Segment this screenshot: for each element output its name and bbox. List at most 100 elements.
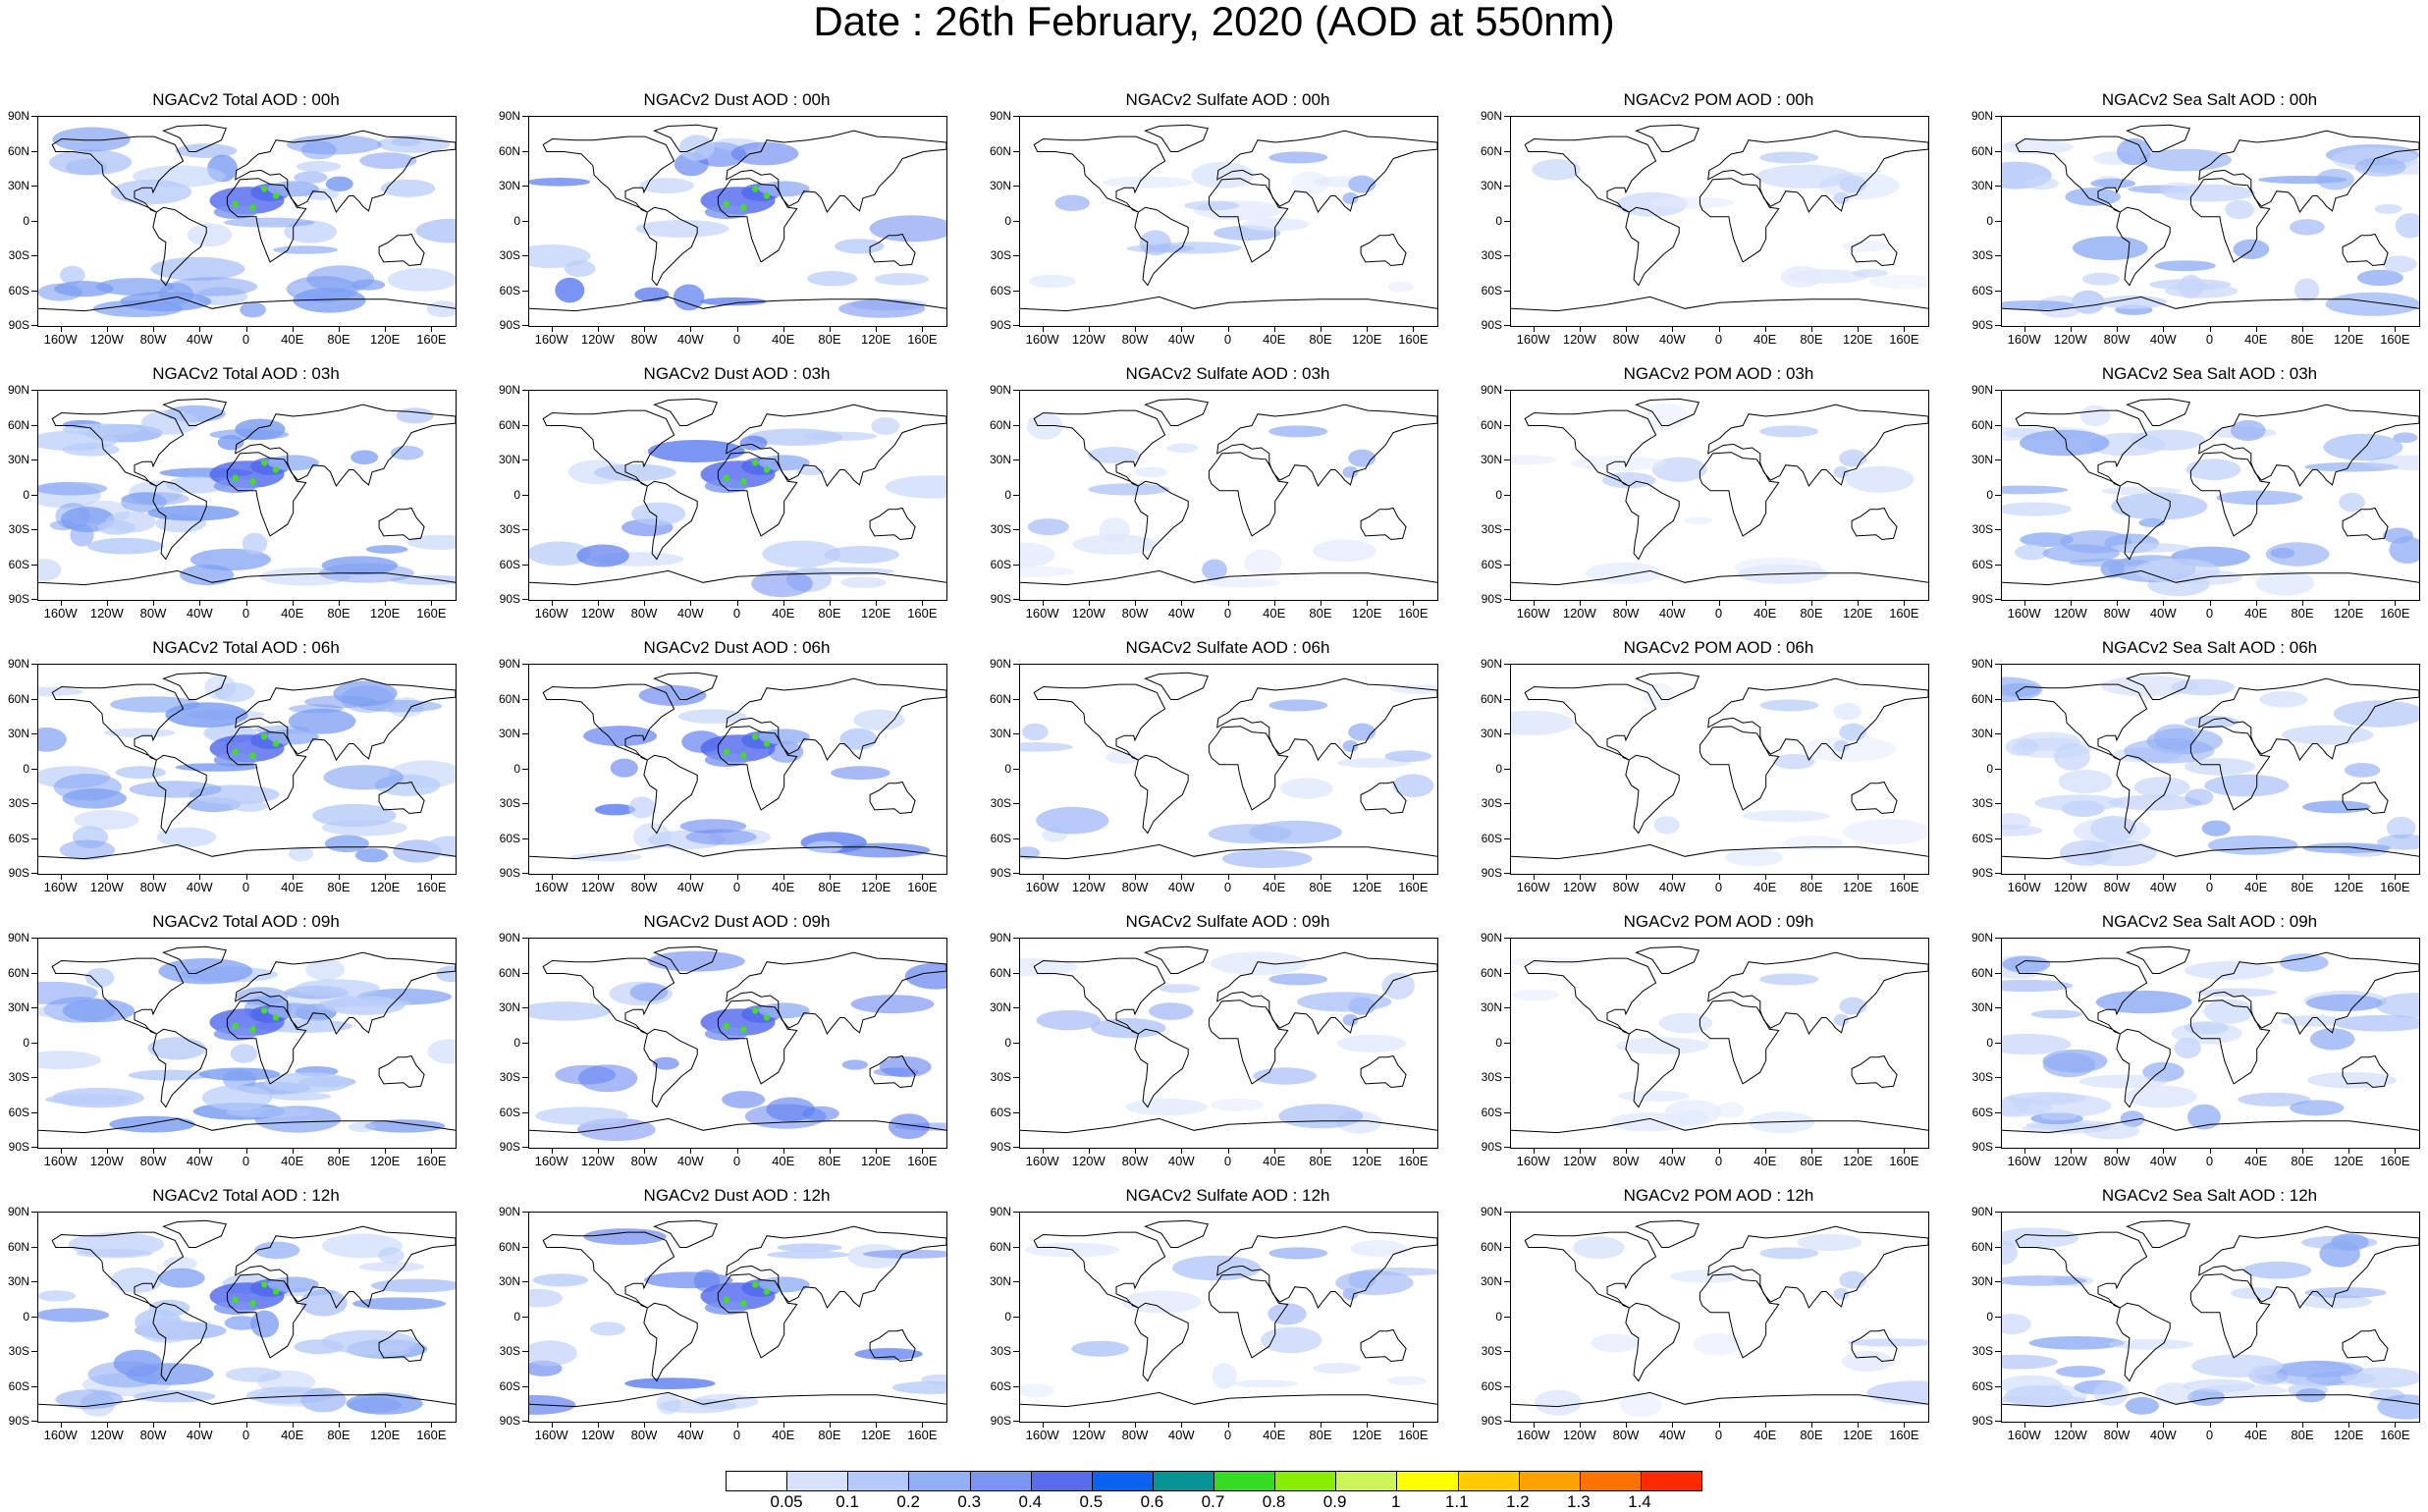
latitude-label: 90N [7,931,29,945]
latitude-label: 0 [513,1309,520,1323]
longitude-label: 40E [1263,1428,1286,1442]
map-panel-total-0: NGACv2 Total AOD : 00h 90N 60N 30N 0 30S 60S 90… [0,90,461,355]
coastline [2015,957,2148,1035]
latitude-label: 60S [990,831,1011,845]
longitude-tick [2023,326,2025,332]
latitude-label: 60N [989,1239,1011,1254]
aod-shading [242,532,268,555]
longitude-tick [1904,326,1906,332]
aod-shading [2002,502,2072,516]
longitude-label: 160W [1025,606,1059,621]
aod-shading [406,534,456,550]
aod-shading [2255,570,2315,596]
latitude-label: 60S [1971,283,1993,297]
latitude-tick [522,1246,528,1248]
aod-shading [201,1085,273,1110]
aod-shading [2302,842,2391,854]
latitude-tick [31,664,37,665]
longitude-label: 40E [281,1154,304,1168]
latitude-label: 30N [989,1274,1011,1288]
longitude-label: 40E [772,332,795,347]
longitude-label: 120W [1071,332,1106,347]
longitude-tick [1227,1422,1229,1428]
aod-shading [1210,1098,1265,1111]
panel-title: NGACv2 Dust AOD : 00h [643,90,831,109]
figure-title: Date : 26th February, 2020 (AOD at 550nm… [813,0,1615,44]
longitude-label: 80E [818,1428,841,1442]
latitude-label: 90S [499,1414,520,1428]
dust-hotspot [763,192,771,199]
aod-shading [751,569,813,598]
aod-shading [2178,274,2204,298]
latitude-label: 60S [990,557,1011,571]
coastline [869,233,916,267]
longitude-label: 120W [89,1154,124,1168]
latitude-label: 30S [499,248,520,262]
longitude-label: 120E [2333,1428,2364,1442]
longitude-tick [597,874,599,880]
coastline [2189,999,2271,1085]
longitude-tick [338,326,340,332]
aod-shading [2302,800,2371,814]
coastline [1020,569,1437,586]
latitude-tick [1504,768,1510,770]
panel-title: NGACv2 Sea Salt AOD : 09h [2101,912,2318,931]
longitude-tick [1273,874,1275,880]
panel-title: NGACv2 POM AOD : 12h [1623,1186,1814,1205]
coastline [1134,1302,1189,1382]
panel-title: NGACv2 Total AOD : 06h [152,638,340,657]
longitude-label: 160E [907,880,938,894]
coastline [152,1302,207,1382]
latitude-label: 30N [1480,727,1502,740]
longitude-label: 0 [2205,1154,2214,1168]
latitude-tick [1995,220,2001,222]
aod-shading [296,160,342,173]
aod-shading [1842,1351,1894,1373]
dust-plume [704,1027,748,1042]
aod-shading [2191,1354,2283,1377]
aod-shading [1020,542,1055,567]
longitude-tick [551,1422,553,1428]
aod-shading [1783,836,1844,851]
aod-shading [1242,217,1310,232]
aod-shading [1026,412,1063,440]
longitude-tick [431,326,433,332]
longitude-label: 160E [2380,606,2410,621]
colorbar-label: 1.1 [1444,1492,1469,1511]
aod-shading [766,1097,815,1122]
coastline [162,672,227,700]
longitude-label: 160W [2007,1154,2041,1168]
latitude-label: 90S [499,866,520,880]
coastline [1625,754,1680,835]
aod-shading [1336,758,1412,768]
aod-shading [1619,1392,1662,1418]
aod-shading [267,1092,332,1101]
latitude-label: 0 [1004,213,1011,228]
longitude-label: 40W [186,332,213,347]
longitude-tick [1413,326,1415,332]
latitude-tick [1013,459,1019,460]
longitude-label: 80E [2291,1154,2314,1168]
aod-shading [115,766,166,780]
latitude-label: 60S [990,283,1011,297]
longitude-label: 40E [1754,606,1777,621]
aod-shading [2072,236,2148,260]
map-frame [528,664,947,875]
dust-hotspot [723,200,729,207]
latitude-label: 60S [1971,1105,1993,1119]
latitude-tick [522,1042,528,1044]
aod-map [1020,945,1437,1134]
longitude-label: 120E [1842,606,1873,621]
latitude-tick [1995,1351,2001,1352]
longitude-label: 120W [580,880,615,894]
aod-shading [1336,1034,1407,1053]
aod-shading [2290,1100,2345,1116]
longitude-label: 80W [2103,1428,2131,1442]
latitude-tick [1995,150,2001,152]
aod-shading [1027,518,1069,536]
longitude-label: 40E [281,606,304,621]
aod-shading [2059,839,2113,866]
longitude-label: 0 [2205,1428,2214,1442]
colorbar-cell [1519,1472,1581,1490]
aod-map [529,1219,946,1415]
